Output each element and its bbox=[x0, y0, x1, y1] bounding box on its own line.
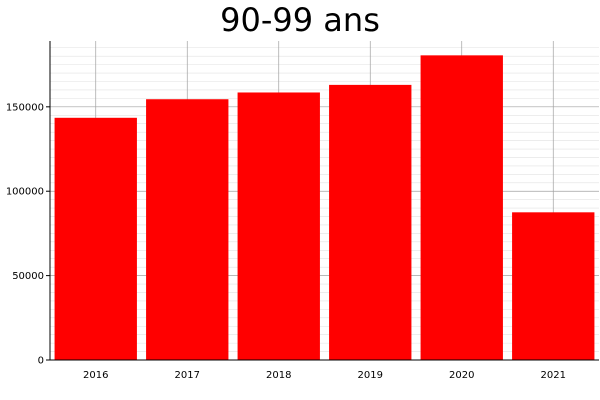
x-tick-label: 2017 bbox=[175, 370, 200, 381]
bar-2021 bbox=[512, 212, 595, 360]
x-tick-label: 2018 bbox=[266, 370, 291, 381]
y-tick-label: 100000 bbox=[6, 187, 44, 198]
minor-gridlines bbox=[50, 47, 599, 352]
bar-2019 bbox=[329, 84, 412, 360]
x-tick-labels: 2016 2017 2018 2019 2020 2021 bbox=[83, 370, 566, 381]
bar-2018 bbox=[237, 92, 320, 361]
x-tick-label: 2021 bbox=[541, 370, 566, 381]
bar-2020 bbox=[420, 55, 503, 361]
x-tick-label: 2019 bbox=[358, 370, 383, 381]
bar-2017 bbox=[146, 99, 229, 360]
x-tick-label: 2016 bbox=[83, 370, 108, 381]
bar-2016 bbox=[54, 117, 137, 360]
axes bbox=[46, 41, 599, 361]
y-tick-label: 0 bbox=[38, 356, 44, 367]
x-tick-label: 2020 bbox=[449, 370, 474, 381]
bars bbox=[54, 55, 595, 361]
y-tick-label: 150000 bbox=[6, 102, 44, 113]
y-tick-label: 50000 bbox=[12, 271, 44, 282]
y-tick-labels: 0 50000 100000 150000 bbox=[6, 102, 44, 366]
chart-title: 90-99 ans bbox=[220, 1, 380, 39]
